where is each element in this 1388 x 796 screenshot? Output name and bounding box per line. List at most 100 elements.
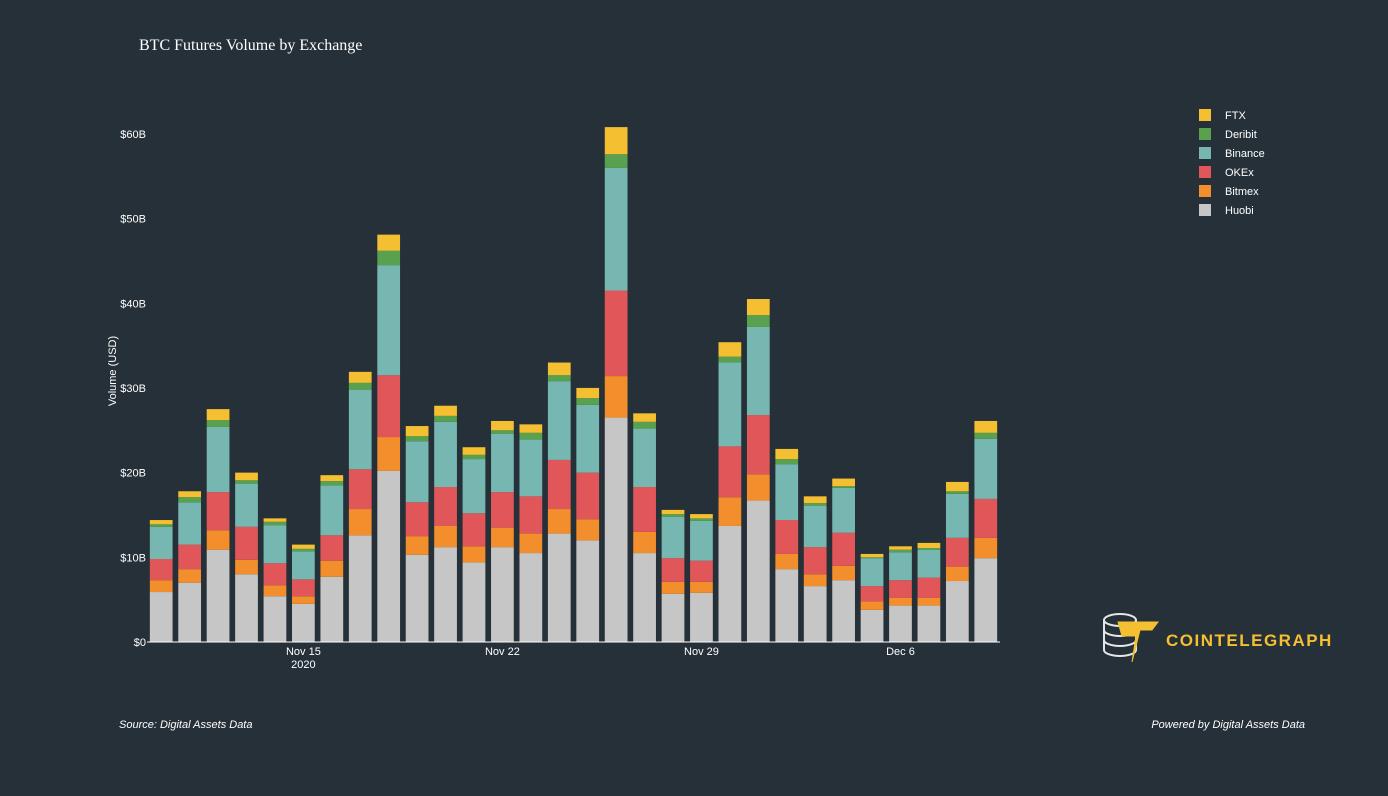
bar-segment	[945, 581, 969, 642]
legend-label: Deribit	[1225, 129, 1257, 141]
bar-segment	[718, 362, 742, 447]
y-tick-label: $0	[134, 637, 146, 649]
bar-segment	[519, 432, 543, 440]
bar-segment	[576, 387, 600, 399]
bar-segment	[746, 315, 770, 327]
x-tick-label: Nov 15 2020	[286, 646, 321, 671]
bar-segment	[206, 420, 230, 427]
bar-segment	[263, 525, 287, 564]
legend-swatch	[1199, 109, 1211, 121]
bar-segment	[377, 437, 401, 471]
bar-segment	[405, 502, 429, 537]
bar-segment	[547, 533, 571, 642]
bar-segment	[945, 481, 969, 492]
bar-segment	[690, 514, 713, 519]
bar-segment	[974, 537, 998, 559]
bar-segment	[491, 433, 514, 493]
bar-segment	[746, 474, 770, 501]
bar-segment	[576, 472, 600, 520]
bar-segment	[633, 553, 656, 642]
bar-segment	[860, 558, 884, 587]
bar-segment	[292, 551, 315, 580]
bar-segment	[178, 497, 202, 503]
bar-segment	[917, 597, 941, 606]
bar-segment	[292, 548, 315, 552]
bar-segment	[235, 472, 258, 481]
bar-segment	[860, 609, 884, 642]
bar-segment	[974, 438, 998, 499]
bar-segment	[206, 492, 230, 531]
bar-segment	[178, 569, 202, 583]
bar-segment	[803, 503, 827, 506]
bar-segment	[320, 481, 344, 486]
bar-segment	[576, 519, 600, 541]
bar-segment	[889, 546, 912, 550]
bar-segment	[633, 413, 656, 422]
bar-segment	[775, 520, 799, 554]
chart-title: BTC Futures Volume by Exchange	[139, 37, 362, 54]
bar-segment	[434, 415, 457, 422]
bar-segment	[292, 579, 315, 597]
bar-segment	[547, 509, 571, 534]
bar-segment	[348, 509, 372, 536]
bar-segment	[405, 436, 429, 442]
legend-label: Bitmex	[1225, 186, 1259, 198]
bar-segment	[775, 448, 799, 460]
bar-segment	[149, 592, 173, 642]
bar-segment	[604, 376, 628, 418]
bar-segment	[377, 234, 401, 251]
bar-segment	[974, 558, 998, 642]
bar-segment	[746, 500, 770, 642]
bar-segment	[462, 562, 486, 642]
x-tick-label: Dec 6	[886, 646, 915, 658]
legend-swatch	[1199, 166, 1211, 178]
bar-segment	[320, 576, 344, 642]
bar-segment	[320, 485, 344, 536]
bar-segment	[661, 581, 685, 594]
bar-segment	[462, 454, 486, 460]
bar-segment	[576, 398, 600, 405]
bar-segment	[405, 441, 429, 503]
bar-segment	[945, 493, 969, 538]
legend-swatch	[1199, 185, 1211, 197]
bar-segment	[917, 547, 941, 550]
y-tick-label: $40B	[120, 298, 146, 310]
bar-segment	[917, 549, 941, 578]
bar-segment	[661, 516, 685, 559]
bar-segment	[320, 475, 344, 482]
x-tick-label: Nov 22	[485, 646, 520, 658]
bar-segment	[348, 371, 372, 383]
bar-segment	[604, 290, 628, 377]
bar-segment	[604, 154, 628, 168]
bar-segment	[405, 554, 429, 642]
bar-segment	[462, 546, 486, 563]
bar-segment	[803, 496, 827, 504]
bar-segment	[974, 498, 998, 538]
bar-segment	[718, 342, 742, 357]
bar-segment	[149, 526, 173, 560]
bar-segment	[690, 518, 713, 521]
bar-segment	[945, 537, 969, 567]
bar-segment	[690, 560, 713, 582]
bar-segment	[917, 542, 941, 548]
bar-segment	[491, 420, 514, 431]
bar-segment	[519, 553, 543, 642]
bar-segment	[889, 597, 912, 606]
bar-segment	[690, 520, 713, 561]
bar-segment	[206, 409, 230, 421]
bar-segment	[803, 586, 827, 642]
bar-segment	[889, 580, 912, 598]
bar-segment	[860, 601, 884, 610]
bar-segment	[235, 480, 258, 484]
bar-segment	[377, 250, 401, 266]
bar-segment	[576, 540, 600, 642]
bar-segment	[235, 526, 258, 560]
bar-segment	[803, 547, 827, 575]
legend-label: OKEx	[1225, 167, 1254, 179]
legend-swatch	[1199, 147, 1211, 159]
bar-segment	[661, 509, 685, 515]
bar-segment	[462, 459, 486, 514]
bar-segment	[860, 586, 884, 602]
bar-segment	[576, 404, 600, 473]
bar-segment	[832, 565, 855, 581]
